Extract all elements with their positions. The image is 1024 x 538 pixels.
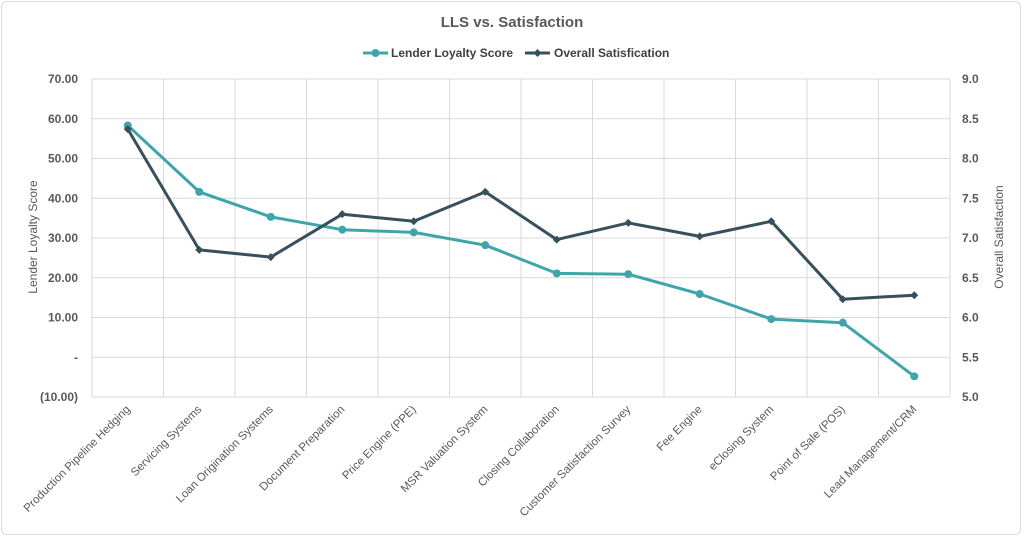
legend-label-satisfaction: Overall Satisfication xyxy=(554,46,669,60)
y2-tick-label: 6.0 xyxy=(962,311,979,325)
y2-tick-label: 8.0 xyxy=(962,152,979,166)
y2-axis-ticks: 9.0 8.5 8.0 7.5 7.0 6.5 6.0 5.5 5.0 xyxy=(962,72,979,404)
y2-tick-label: 5.0 xyxy=(962,390,979,404)
data-point xyxy=(481,187,490,196)
y-axis-ticks: 70.00 60.00 50.00 40.00 30.00 20.00 10.00 - (10.… xyxy=(40,72,78,404)
data-point xyxy=(767,217,776,226)
y-axis-title: Lender Loyalty Score xyxy=(26,180,40,294)
y2-tick-label: 5.5 xyxy=(962,350,979,364)
data-point xyxy=(481,241,490,250)
data-point xyxy=(695,290,704,299)
y-tick-label: 20.00 xyxy=(48,271,78,285)
data-point xyxy=(338,225,347,234)
series-line xyxy=(126,124,916,378)
series-layer xyxy=(123,121,919,381)
data-point xyxy=(266,212,275,221)
chart-title: LLS vs. Satisfaction xyxy=(441,14,584,31)
data-point xyxy=(552,235,561,244)
data-point xyxy=(266,253,275,262)
legend-item-satisfaction: Overall Satisfication xyxy=(525,46,669,60)
grid xyxy=(91,78,951,398)
y-tick-label: 40.00 xyxy=(48,191,78,205)
y2-axis-title: Overall Satisfaction xyxy=(992,185,1006,288)
data-point xyxy=(910,372,919,381)
y2-tick-label: 8.5 xyxy=(962,112,979,126)
legend: Lender Loyalty Score Overall Satisficati… xyxy=(363,46,669,60)
x-tick-label: Point of Sale (POS) xyxy=(768,404,848,484)
x-tick-label: Closing Collaboration xyxy=(476,404,562,490)
y-tick-label: - xyxy=(74,350,78,364)
y-tick-label: 60.00 xyxy=(48,112,78,126)
data-point xyxy=(409,217,418,226)
series-line xyxy=(126,128,915,301)
data-point xyxy=(409,228,418,237)
data-point xyxy=(624,218,633,227)
data-point xyxy=(624,270,633,279)
series-lender-loyalty-score xyxy=(123,121,919,381)
data-point xyxy=(838,295,847,304)
y2-tick-label: 7.5 xyxy=(962,191,979,205)
legend-item-lls: Lender Loyalty Score xyxy=(363,46,513,60)
data-point xyxy=(910,291,919,300)
y2-tick-label: 9.0 xyxy=(962,72,979,86)
data-point xyxy=(552,269,561,278)
x-tick-label: Fee Engine xyxy=(655,404,705,454)
data-point xyxy=(123,125,132,134)
y-tick-label: 10.00 xyxy=(48,311,78,325)
data-point xyxy=(195,187,204,196)
y-tick-label: 30.00 xyxy=(48,231,78,245)
y2-tick-label: 6.5 xyxy=(962,271,979,285)
data-point xyxy=(695,232,704,241)
x-tick-label: Document Preparation xyxy=(258,404,348,494)
data-point xyxy=(838,318,847,327)
data-point xyxy=(195,245,204,254)
x-tick-label: Servicing Systems xyxy=(129,403,205,479)
x-tick-label: eClosing System xyxy=(707,404,777,474)
y-tick-label: (10.00) xyxy=(40,390,78,404)
series-overall-satisfaction xyxy=(123,125,919,304)
x-tick-label: Price Engine (PPE) xyxy=(340,404,419,483)
data-point xyxy=(338,210,347,219)
y-tick-label: 50.00 xyxy=(48,152,78,166)
data-point xyxy=(767,315,776,324)
legend-label-lls: Lender Loyalty Score xyxy=(391,46,513,60)
x-tick-label: Production Pipeline Hedging xyxy=(22,404,133,515)
y2-tick-label: 7.0 xyxy=(962,231,979,245)
y-tick-label: 70.00 xyxy=(48,72,78,86)
